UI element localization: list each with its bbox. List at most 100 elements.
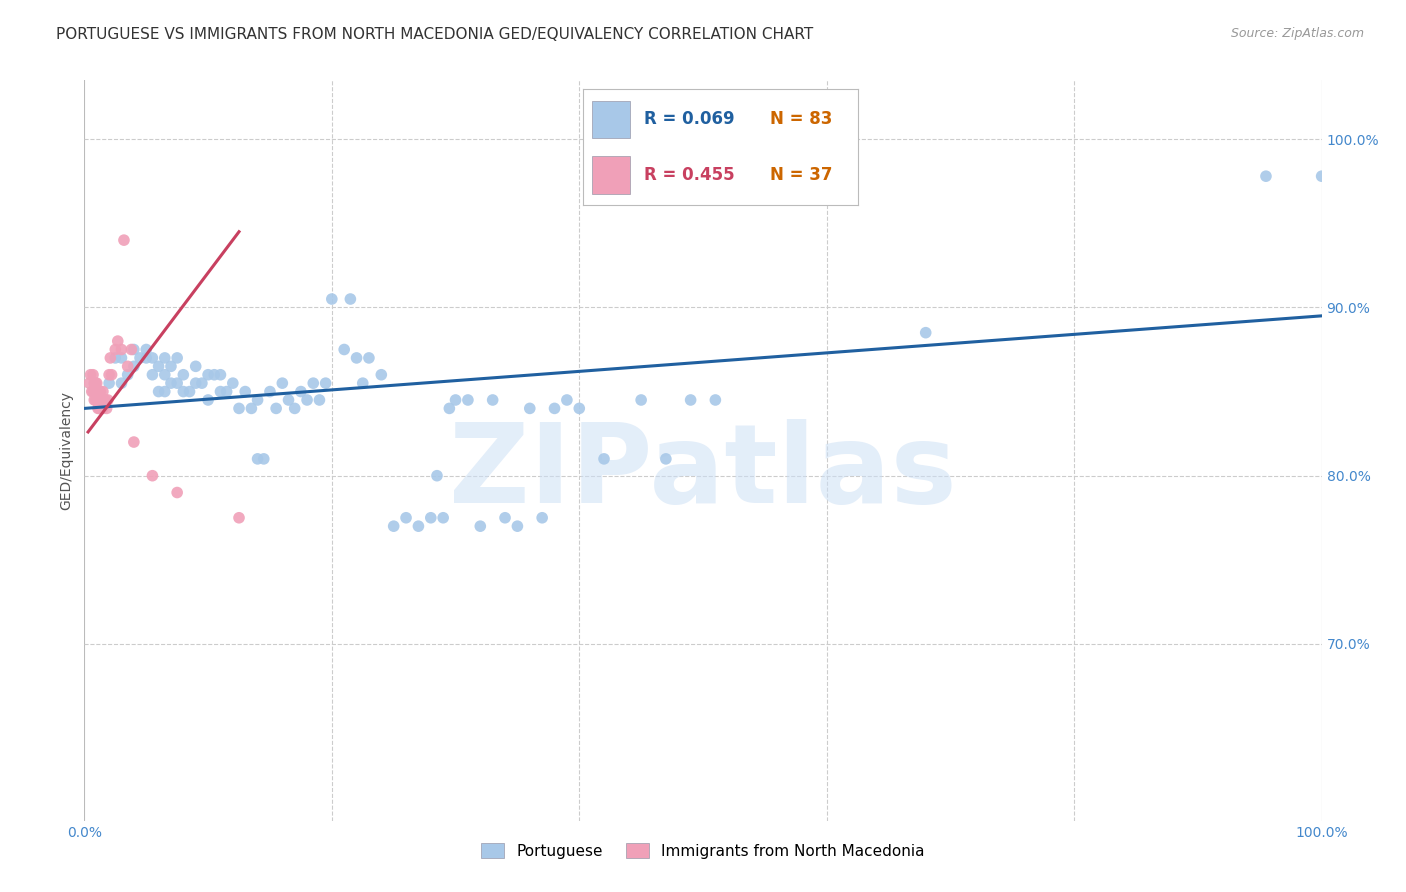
Point: [104, 351, 127, 365]
Point: [593, 451, 616, 466]
Point: [914, 326, 936, 340]
Point: [630, 392, 652, 407]
Y-axis label: GED/Equivalency: GED/Equivalency: [59, 391, 73, 510]
Point: [166, 376, 188, 391]
Point: [98, 368, 121, 382]
Point: [197, 368, 219, 382]
Point: [86, 376, 108, 391]
Point: [246, 451, 269, 466]
Point: [135, 351, 157, 365]
Point: [84, 376, 107, 391]
Point: [481, 392, 503, 407]
Point: [80, 384, 103, 399]
Point: [112, 233, 135, 247]
Point: [679, 392, 702, 407]
Point: [321, 292, 343, 306]
Point: [89, 401, 111, 416]
Point: [148, 384, 170, 399]
Point: [264, 401, 287, 416]
Point: [233, 384, 256, 399]
Point: [222, 376, 245, 391]
Point: [419, 510, 441, 524]
Point: [240, 401, 263, 416]
Point: [172, 384, 194, 399]
Point: [308, 392, 330, 407]
Point: [555, 392, 578, 407]
Point: [82, 384, 104, 399]
Text: PORTUGUESE VS IMMIGRANTS FROM NORTH MACEDONIA GED/EQUIVALENCY CORRELATION CHART: PORTUGUESE VS IMMIGRANTS FROM NORTH MACE…: [56, 27, 814, 42]
Point: [87, 401, 110, 416]
Point: [110, 351, 132, 365]
Point: [89, 384, 111, 399]
Text: R = 0.069: R = 0.069: [644, 111, 734, 128]
Point: [110, 376, 132, 391]
Point: [295, 392, 318, 407]
Point: [141, 368, 163, 382]
Point: [426, 468, 449, 483]
Point: [120, 343, 142, 357]
Point: [191, 376, 214, 391]
Point: [346, 351, 368, 365]
Point: [83, 376, 105, 391]
Point: [141, 468, 163, 483]
Point: [141, 351, 163, 365]
Point: [110, 343, 132, 357]
Point: [86, 392, 108, 407]
Point: [87, 384, 110, 399]
Text: Source: ZipAtlas.com: Source: ZipAtlas.com: [1230, 27, 1364, 40]
Point: [290, 384, 312, 399]
Point: [439, 401, 461, 416]
Point: [79, 376, 101, 391]
Point: [135, 343, 157, 357]
Point: [172, 368, 194, 382]
Point: [284, 401, 307, 416]
Point: [395, 510, 418, 524]
Point: [153, 368, 176, 382]
Point: [148, 359, 170, 374]
Point: [1310, 169, 1333, 184]
Text: R = 0.455: R = 0.455: [644, 166, 734, 184]
Point: [153, 384, 176, 399]
Point: [129, 351, 152, 365]
Point: [370, 368, 392, 382]
Point: [96, 401, 118, 416]
Point: [100, 368, 122, 382]
Point: [253, 451, 276, 466]
Point: [543, 401, 565, 416]
Point: [122, 435, 145, 450]
Point: [197, 392, 219, 407]
Point: [333, 343, 356, 357]
Point: [160, 359, 183, 374]
Point: [153, 351, 176, 365]
Point: [184, 376, 207, 391]
Point: [79, 368, 101, 382]
Point: [228, 510, 250, 524]
Point: [315, 376, 337, 391]
Point: [122, 359, 145, 374]
Point: [160, 376, 183, 391]
Point: [117, 359, 139, 374]
Point: [166, 485, 188, 500]
Point: [91, 401, 114, 416]
Text: N = 37: N = 37: [770, 166, 832, 184]
Point: [246, 392, 269, 407]
Point: [89, 401, 111, 416]
Point: [82, 368, 104, 382]
Point: [166, 351, 188, 365]
Point: [408, 519, 430, 533]
Point: [179, 384, 201, 399]
Point: [519, 401, 541, 416]
Point: [1254, 169, 1277, 184]
Point: [432, 510, 454, 524]
Point: [352, 376, 374, 391]
Point: [259, 384, 281, 399]
Point: [704, 392, 727, 407]
Point: [531, 510, 554, 524]
Point: [94, 392, 117, 407]
Point: [457, 392, 479, 407]
Point: [470, 519, 492, 533]
Point: [104, 343, 127, 357]
FancyBboxPatch shape: [592, 156, 630, 194]
Point: [209, 368, 232, 382]
Point: [271, 376, 294, 391]
